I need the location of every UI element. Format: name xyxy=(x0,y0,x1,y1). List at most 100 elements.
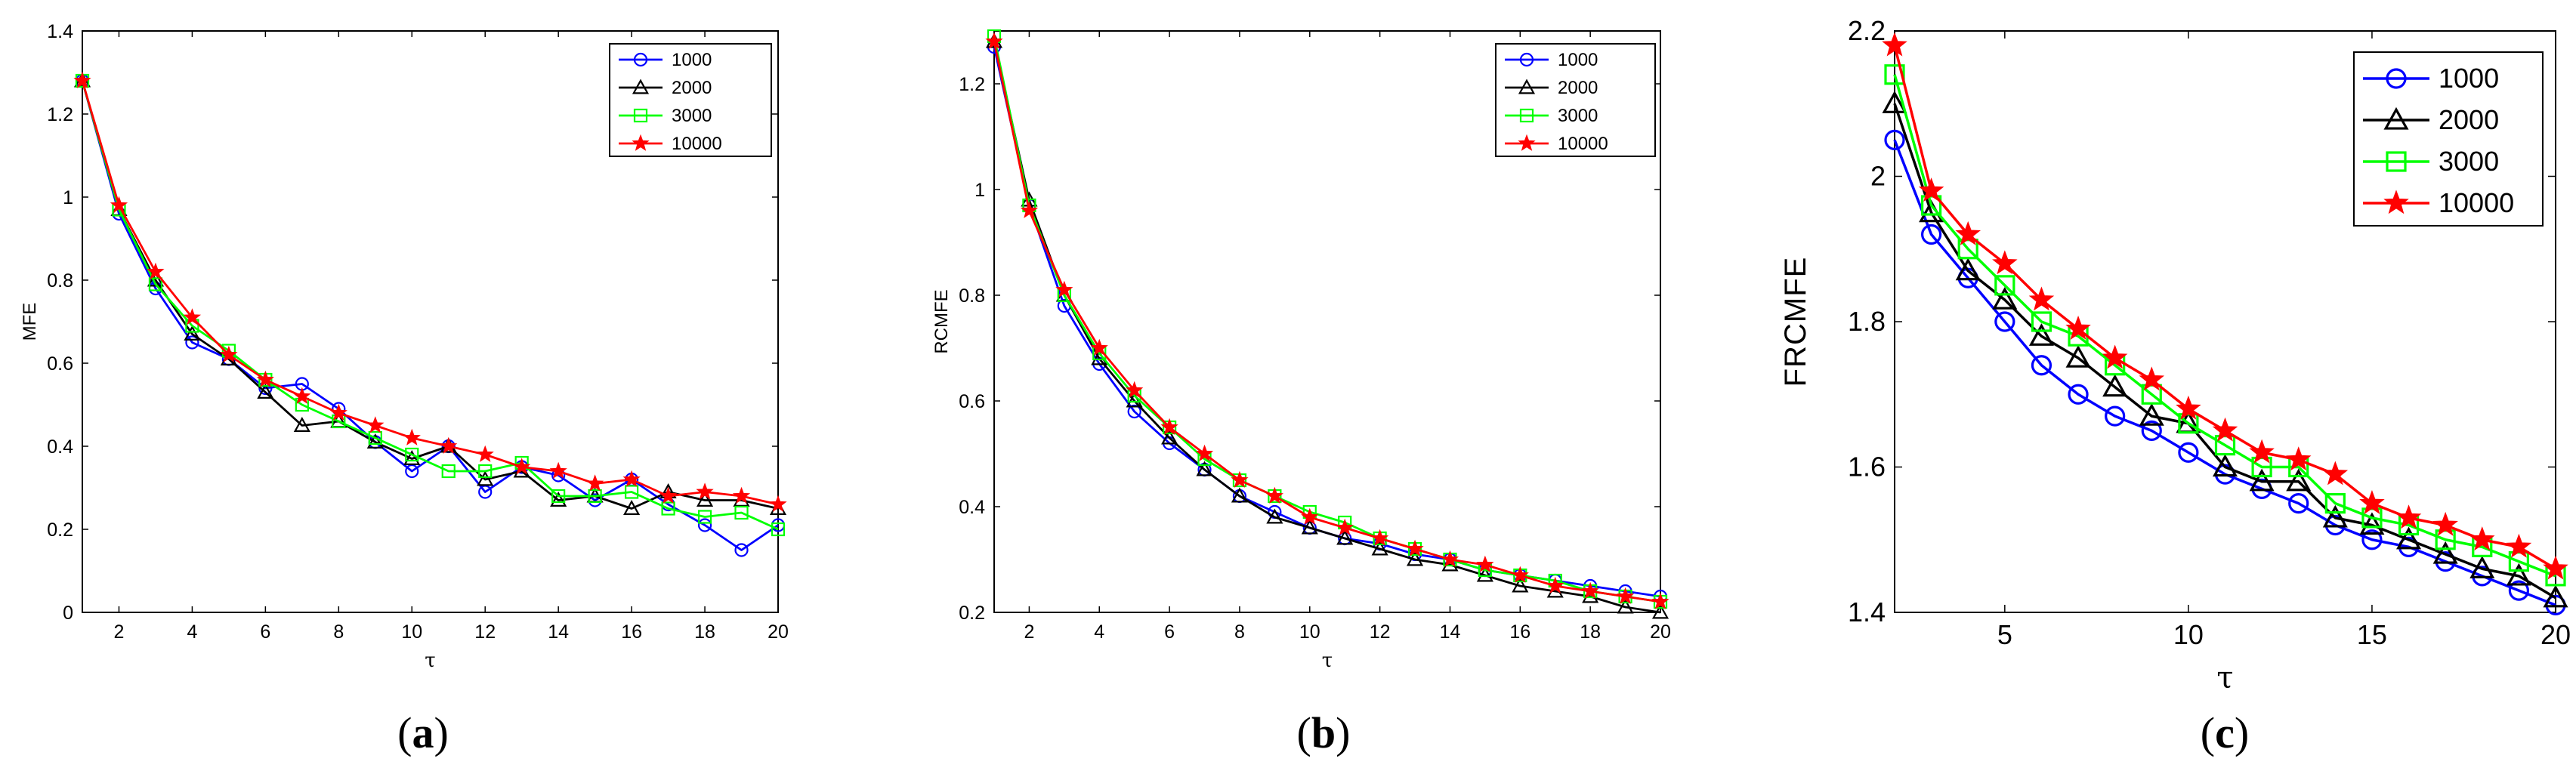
data-point-10000 xyxy=(1546,576,1564,593)
data-point-10000 xyxy=(2139,366,2165,391)
data-point-10000 xyxy=(476,445,494,462)
legend-label-2000: 2000 xyxy=(672,78,712,98)
data-point-10000 xyxy=(2432,511,2458,536)
data-point-10000 xyxy=(183,308,202,325)
data-point-2000 xyxy=(2469,556,2495,578)
data-point-1000 xyxy=(185,335,199,350)
data-point-10000 xyxy=(1090,338,1108,356)
y-tick-label: 0.6 xyxy=(959,391,985,412)
data-point-10000 xyxy=(147,262,165,279)
y-tick-label: 0.2 xyxy=(959,603,985,624)
data-point-1000 xyxy=(734,543,749,557)
data-point-10000 xyxy=(1441,550,1459,567)
data-point-2000 xyxy=(1301,519,1318,535)
data-point-10000 xyxy=(1371,529,1389,546)
data-point-10000 xyxy=(2359,489,2385,514)
y-tick-label: 1.2 xyxy=(47,104,73,125)
x-tick-label: 15 xyxy=(2357,619,2387,650)
legend-label-2000: 2000 xyxy=(2439,104,2499,135)
x-tick-label: 2 xyxy=(1024,621,1034,643)
x-tick-label: 10 xyxy=(2173,619,2204,650)
y-tick-label: 2.2 xyxy=(1848,15,1886,46)
data-point-10000 xyxy=(2102,344,2128,369)
x-tick-label: 18 xyxy=(694,621,715,643)
data-point-2000 xyxy=(2065,345,2091,368)
series-10000 xyxy=(985,32,1669,609)
x-tick-label: 8 xyxy=(1234,621,1245,643)
x-tick-label: 4 xyxy=(187,621,197,643)
series-line-3000 xyxy=(1893,74,2556,578)
y-tick-label: 0.8 xyxy=(47,270,73,291)
x-tick-label: 20 xyxy=(768,621,789,643)
x-tick-label: 2 xyxy=(114,621,125,643)
legend-label-3000: 3000 xyxy=(1558,106,1598,126)
x-tick-label: 16 xyxy=(1509,621,1530,643)
legend-marker-1000 xyxy=(1519,52,1534,67)
y-tick-label: 1.4 xyxy=(47,21,73,42)
data-point-2000 xyxy=(2322,504,2348,528)
legend-marker-2000 xyxy=(632,79,650,94)
panel-caption: (c) xyxy=(2201,708,2249,757)
data-point-2000 xyxy=(1882,91,1907,113)
data-point-3000 xyxy=(1884,64,1905,85)
data-point-2000 xyxy=(2543,584,2568,608)
data-point-10000 xyxy=(1955,220,1981,245)
legend-label-3000: 3000 xyxy=(2439,146,2499,177)
y-tick-label: 2 xyxy=(1870,161,1886,192)
data-point-3000 xyxy=(661,501,675,516)
data-point-10000 xyxy=(1882,32,1907,57)
data-point-2000 xyxy=(696,492,714,507)
data-point-1000 xyxy=(2178,442,2199,463)
x-tick-label: 18 xyxy=(1580,621,1601,643)
data-point-3000 xyxy=(478,464,493,479)
data-point-2000 xyxy=(1617,598,1634,614)
data-point-1000 xyxy=(405,464,419,479)
series-10000 xyxy=(1882,32,2568,580)
data-point-10000 xyxy=(769,495,787,512)
data-point-2000 xyxy=(2212,454,2238,477)
legend-marker-2000 xyxy=(2383,106,2409,130)
data-point-2000 xyxy=(477,470,494,486)
x-tick-label: 20 xyxy=(1650,621,1671,643)
legend: 1000 2000 3000 10000 xyxy=(2353,51,2544,227)
y-axis-label: RCMFE xyxy=(931,289,952,353)
data-point-10000 xyxy=(1476,555,1494,572)
caption-close-paren: ) xyxy=(2235,708,2249,757)
data-point-3000 xyxy=(734,505,749,520)
x-axis-label: τ xyxy=(1322,649,1333,672)
panel-caption: (b) xyxy=(1297,708,1351,757)
data-point-2000 xyxy=(2249,468,2275,492)
data-point-10000 xyxy=(2028,286,2055,311)
data-point-2000 xyxy=(293,417,310,432)
data-point-10000 xyxy=(110,196,128,213)
caption-close-paren: ) xyxy=(434,708,449,757)
y-tick-label: 0.8 xyxy=(959,285,985,307)
data-point-2000 xyxy=(403,450,421,465)
legend-marker-2000 xyxy=(1518,79,1536,94)
data-point-3000 xyxy=(2031,311,2052,332)
legend-marker-10000 xyxy=(1518,134,1536,151)
data-point-2000 xyxy=(623,500,641,515)
x-axis-label: τ xyxy=(2216,661,2233,695)
legend-label-10000: 10000 xyxy=(672,134,722,154)
data-point-10000 xyxy=(1616,587,1635,604)
x-tick-label: 12 xyxy=(1370,621,1391,643)
data-point-10000 xyxy=(2065,316,2091,340)
data-point-10000 xyxy=(1160,418,1178,435)
legend-marker-3000 xyxy=(633,108,648,123)
data-point-10000 xyxy=(659,486,678,504)
data-point-10000 xyxy=(329,403,347,421)
series-10000 xyxy=(73,71,787,512)
data-point-2000 xyxy=(2359,512,2385,535)
x-tick-label: 12 xyxy=(474,621,496,643)
data-point-2000 xyxy=(2506,563,2531,586)
legend-label-10000: 10000 xyxy=(1558,134,1608,154)
data-point-1000 xyxy=(1127,404,1141,419)
data-point-10000 xyxy=(2322,461,2349,486)
data-point-10000 xyxy=(293,387,311,404)
data-point-10000 xyxy=(1511,566,1529,583)
data-point-2000 xyxy=(1512,577,1529,593)
legend-label-10000: 10000 xyxy=(2439,187,2514,218)
y-tick-label: 0.4 xyxy=(47,436,73,458)
